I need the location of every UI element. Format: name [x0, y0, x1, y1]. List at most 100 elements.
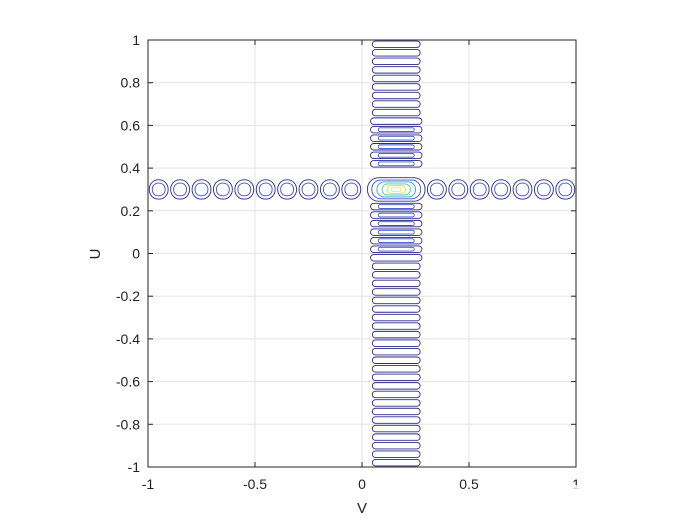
h-lobe-inner [494, 182, 508, 197]
v-lobe-outer [370, 202, 423, 211]
y-axis-label: U [87, 249, 104, 260]
v-lobe-outer [371, 322, 421, 330]
v-lobe-outer [371, 313, 421, 322]
y-tick-label: -0.2 [116, 288, 140, 304]
h-lobe-inner [537, 182, 551, 197]
v-lobe-outer [371, 83, 421, 91]
v-lobe-inner [377, 221, 415, 226]
h-lobe-outer [298, 179, 319, 200]
y-tick-label: 0.2 [121, 203, 141, 219]
v-lobe-outer [370, 236, 423, 245]
v-lobe-outer [371, 373, 421, 382]
v-lobe-outer [370, 143, 423, 151]
v-lobe-outer [371, 279, 421, 288]
h-lobe-outer [469, 179, 490, 200]
v-lobe-outer [370, 211, 423, 219]
v-lobe-outer [371, 91, 421, 100]
h-lobe-outer [448, 179, 469, 200]
h-lobe-outer [234, 179, 255, 200]
watermark-fade [510, 485, 700, 525]
y-tick-label: -1 [128, 459, 141, 475]
v-lobe-outer [371, 399, 421, 407]
v-lobe-outer [371, 100, 421, 108]
h-lobe-outer [534, 179, 554, 200]
v-lobe-outer [371, 356, 421, 364]
v-lobe-outer [371, 382, 421, 390]
v-lobe-outer [371, 390, 421, 399]
peak-contour [367, 177, 426, 202]
h-lobe-outer [320, 179, 340, 200]
y-tick-label: 0.8 [121, 75, 141, 91]
h-lobe-inner [323, 182, 337, 197]
y-tick-label: 0 [132, 246, 140, 262]
h-lobe-inner [194, 182, 209, 197]
v-lobe-outer [371, 459, 421, 467]
v-lobe-outer [371, 330, 421, 339]
h-lobe-inner [344, 182, 359, 197]
h-lobe-outer [148, 179, 169, 200]
v-lobe-outer [370, 117, 423, 125]
v-lobe-outer [371, 348, 421, 356]
h-lobe-inner [430, 182, 444, 197]
v-lobe-outer [370, 151, 423, 159]
v-lobe-inner [377, 229, 415, 235]
peak-contour [391, 186, 402, 193]
v-lobe-inner [377, 127, 415, 132]
y-tick-label: -0.6 [116, 374, 140, 390]
h-lobe-inner [216, 182, 230, 197]
v-lobe-inner [377, 246, 415, 252]
v-lobe-outer [370, 219, 423, 228]
v-lobe-outer [371, 365, 421, 373]
v-lobe-outer [370, 254, 423, 262]
v-lobe-inner [377, 204, 415, 209]
x-tick-label: -1 [142, 476, 155, 492]
h-lobe-outer [170, 179, 190, 200]
x-tick-label: 0.5 [459, 476, 479, 492]
v-lobe-outer [371, 441, 421, 450]
v-lobe-outer [371, 288, 421, 296]
v-lobe-outer [371, 262, 421, 271]
h-lobe-outer [555, 179, 576, 200]
axis-ticks: -1 -0.5 0 0.5 1 -1 -0.8 -0.6 -0.4 -0.2 0 0.2 0.4 0.6 0… [116, 32, 580, 492]
h-lobe-inner [451, 182, 466, 197]
h-lobe-outer [255, 179, 276, 200]
v-lobe-outer [371, 296, 421, 305]
grid-lines [147, 39, 577, 468]
v-lobe-outer [370, 125, 423, 134]
v-lobe-outer [371, 339, 421, 347]
h-lobe-inner [301, 182, 316, 197]
h-lobe-inner [472, 182, 487, 197]
h-lobe-outer [191, 179, 212, 200]
v-lobe-outer [371, 49, 421, 57]
peak-contour [376, 181, 416, 198]
h-lobe-outer [512, 179, 533, 200]
v-lobe-outer [371, 108, 421, 117]
h-lobe-inner [151, 182, 166, 197]
v-lobe-outer [371, 74, 421, 83]
v-lobe-inner [377, 161, 415, 167]
x-tick-label: 1 [572, 476, 580, 492]
y-tick-label: 0.6 [121, 117, 141, 133]
h-lobe-inner [558, 182, 573, 197]
v-lobe-inner [377, 152, 415, 158]
peak-contour [381, 183, 411, 196]
h-lobe-inner [237, 182, 252, 197]
v-lobe-outer [371, 271, 421, 279]
h-lobe-outer [341, 179, 362, 200]
v-lobe-outer [371, 424, 421, 433]
y-tick-label: -0.8 [116, 416, 140, 432]
v-lobe-outer [370, 160, 423, 168]
v-lobe-outer [371, 57, 421, 66]
v-lobe-outer [371, 407, 421, 416]
v-lobe-outer [370, 245, 423, 253]
v-lobe-outer [371, 40, 421, 48]
h-lobe-outer [491, 179, 511, 200]
peak-contour [386, 185, 406, 194]
y-tick-label: -0.4 [116, 331, 140, 347]
v-lobe-inner [377, 135, 415, 141]
h-lobe-outer [213, 179, 233, 200]
h-lobe-outer [427, 179, 447, 200]
h-lobe-inner [173, 182, 187, 197]
v-lobe-outer [371, 433, 421, 441]
